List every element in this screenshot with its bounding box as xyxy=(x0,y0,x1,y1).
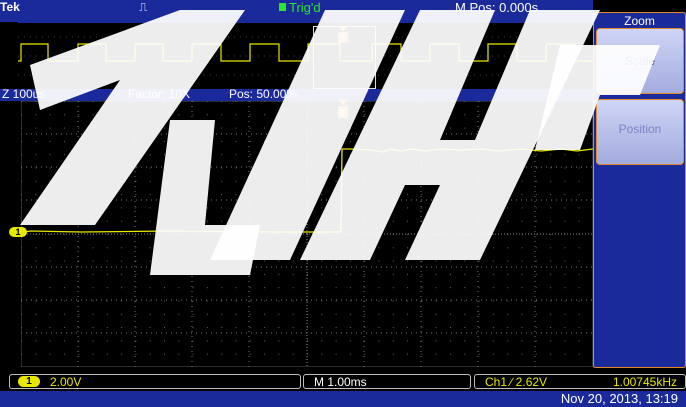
date-time: Nov 20, 2013, 13:19 xyxy=(560,391,678,406)
svg-text:T: T xyxy=(340,108,346,118)
side-menu-title: Zoom xyxy=(624,14,655,28)
frequency-readout: 1.00745kHz xyxy=(612,375,677,389)
scale-button[interactable]: Scale xyxy=(596,28,684,94)
overview-trace xyxy=(18,43,593,62)
channel-1-ground-marker[interactable]: 1 xyxy=(9,227,27,237)
trigger-readout[interactable]: Ch1 ∕ 2.62V 1.00745kHz xyxy=(474,374,686,389)
overview-waveform-area: T xyxy=(18,22,593,89)
date-bar: Nov 20, 2013, 13:19 xyxy=(0,391,686,407)
volts-per-div: 2.00V xyxy=(50,375,82,389)
side-menu: Zoom Scale Position xyxy=(593,12,686,368)
overview-waveform: T xyxy=(18,26,593,76)
timebase-readout[interactable]: M 1.00ms xyxy=(303,374,471,389)
zoom-timebase: Z 100us xyxy=(2,87,46,101)
trigger-level: Ch1 ∕ 2.62V xyxy=(485,375,548,389)
zoomed-waveform-display xyxy=(20,100,594,368)
main-position-readout: M Pos: 0.000s xyxy=(455,0,539,15)
trigger-status: Trig'd xyxy=(279,0,321,15)
zoom-trigger-marker: T xyxy=(338,99,348,118)
trigger-status-icon xyxy=(279,3,286,11)
zoom-window-box[interactable] xyxy=(313,26,376,89)
time-per-div: M 1.00ms xyxy=(314,375,367,389)
channel-1-badge: 1 xyxy=(18,376,40,387)
brand-logo: Tek xyxy=(0,0,20,14)
zoom-position: Pos: 50.00% xyxy=(229,87,298,101)
status-bar: Tek ⎍ Trig'd M Pos: 0.000s xyxy=(0,0,593,22)
graticule xyxy=(20,100,594,368)
acquisition-mode-icon: ⎍ xyxy=(139,0,148,14)
trigger-status-label: Trig'd xyxy=(289,0,321,15)
channel-1-readout[interactable]: 1 2.00V xyxy=(9,374,301,389)
position-button[interactable]: Position xyxy=(596,99,684,165)
zoom-info-bar: Z 100us Factor: 10X Pos: 50.00% xyxy=(0,87,593,101)
readout-bar: 1 2.00V M 1.00ms Ch1 ∕ 2.62V 1.00745kHz … xyxy=(0,373,686,407)
zoom-factor: Factor: 10X xyxy=(128,87,191,101)
